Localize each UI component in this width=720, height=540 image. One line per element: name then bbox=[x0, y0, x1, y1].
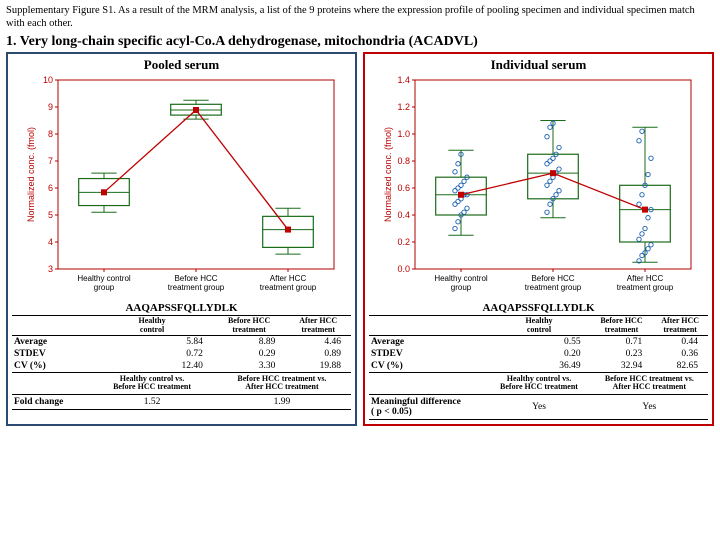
svg-text:3: 3 bbox=[47, 264, 52, 274]
svg-text:treatment group: treatment group bbox=[259, 283, 316, 292]
svg-text:treatment group: treatment group bbox=[524, 283, 581, 292]
panel-title-individual: Individual serum bbox=[369, 57, 708, 73]
svg-text:1.4: 1.4 bbox=[397, 75, 410, 85]
svg-text:Healthy control: Healthy control bbox=[77, 274, 131, 283]
svg-text:1.0: 1.0 bbox=[397, 129, 410, 139]
svg-text:Healthy control: Healthy control bbox=[434, 274, 488, 283]
svg-text:After HCC: After HCC bbox=[626, 274, 663, 283]
stats-table-pooled: HealthycontrolBefore HCCtreatmentAfter H… bbox=[12, 315, 351, 410]
panel-title-pooled: Pooled serum bbox=[12, 57, 351, 73]
svg-text:Before HCC: Before HCC bbox=[174, 274, 217, 283]
svg-text:5: 5 bbox=[47, 210, 52, 220]
chart-pooled: 3 4 5 6 7 8 9 10 Normalized conc. (fmol) Healthy … bbox=[22, 74, 342, 299]
svg-text:treatment group: treatment group bbox=[167, 283, 224, 292]
svg-text:7: 7 bbox=[47, 156, 52, 166]
panel-pooled: Pooled serum 3 4 5 6 7 8 9 10 Normalized conc. (… bbox=[6, 52, 357, 426]
svg-text:Normalized conc. (fmol): Normalized conc. (fmol) bbox=[26, 127, 36, 222]
peptide-individual: AAQAPSSFQLLYDLK bbox=[369, 302, 708, 314]
svg-text:10: 10 bbox=[42, 75, 52, 85]
peptide-pooled: AAQAPSSFQLLYDLK bbox=[12, 302, 351, 314]
svg-text:group: group bbox=[93, 283, 114, 292]
svg-text:Normalized conc. (fmol): Normalized conc. (fmol) bbox=[383, 127, 393, 222]
svg-text:0.8: 0.8 bbox=[397, 156, 410, 166]
svg-text:9: 9 bbox=[47, 102, 52, 112]
svg-text:Before HCC: Before HCC bbox=[531, 274, 574, 283]
svg-text:0.4: 0.4 bbox=[397, 210, 410, 220]
stats-table-individual: HealthycontrolBefore HCCtreatmentAfter H… bbox=[369, 315, 708, 420]
svg-text:8: 8 bbox=[47, 129, 52, 139]
figure-caption: Supplementary Figure S1. As a result of … bbox=[6, 4, 714, 30]
svg-text:1.2: 1.2 bbox=[397, 102, 410, 112]
section-title: 1. Very long-chain specific acyl-Co.A de… bbox=[6, 34, 714, 50]
panels-row: Pooled serum 3 4 5 6 7 8 9 10 Normalized conc. (… bbox=[6, 52, 714, 426]
svg-text:6: 6 bbox=[47, 183, 52, 193]
svg-text:group: group bbox=[450, 283, 471, 292]
svg-text:After HCC: After HCC bbox=[269, 274, 306, 283]
svg-text:4: 4 bbox=[47, 237, 52, 247]
chart-individual: 0.0 0.2 0.4 0.6 0.8 1.0 1.2 1.4 Normalized conc.… bbox=[379, 74, 699, 299]
svg-text:0.0: 0.0 bbox=[397, 264, 410, 274]
svg-text:0.2: 0.2 bbox=[397, 237, 410, 247]
svg-text:0.6: 0.6 bbox=[397, 183, 410, 193]
svg-text:treatment group: treatment group bbox=[616, 283, 673, 292]
panel-individual: Individual serum 0.0 0.2 0.4 0.6 0.8 1.0 1.2 1.… bbox=[363, 52, 714, 426]
